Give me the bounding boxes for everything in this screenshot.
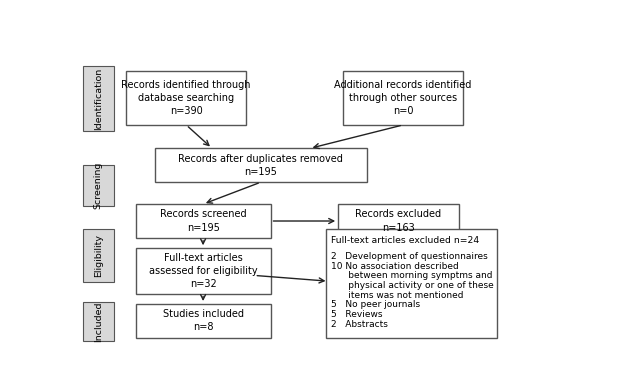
FancyBboxPatch shape: [136, 204, 271, 238]
Text: physical activity or one of these: physical activity or one of these: [331, 281, 494, 290]
Text: Records after duplicates removed
n=195: Records after duplicates removed n=195: [179, 154, 343, 177]
FancyBboxPatch shape: [83, 229, 114, 282]
Text: Records excluded
n=163: Records excluded n=163: [355, 210, 442, 233]
Text: 5   Reviews: 5 Reviews: [331, 310, 383, 319]
Text: Full-text articles excluded n=24: Full-text articles excluded n=24: [331, 236, 479, 245]
FancyBboxPatch shape: [326, 229, 497, 338]
Text: Additional records identified
through other sources
n=0: Additional records identified through ot…: [335, 80, 472, 116]
FancyBboxPatch shape: [343, 70, 463, 125]
FancyBboxPatch shape: [83, 303, 114, 341]
FancyBboxPatch shape: [338, 204, 458, 238]
Text: between morning symptms and: between morning symptms and: [331, 271, 493, 280]
Text: Included: Included: [94, 301, 103, 342]
FancyBboxPatch shape: [136, 248, 271, 294]
Text: Identification: Identification: [94, 67, 103, 130]
Text: 10 No association described: 10 No association described: [331, 262, 458, 271]
FancyBboxPatch shape: [83, 165, 114, 206]
Text: 2   Development of questionnaires: 2 Development of questionnaires: [331, 252, 488, 261]
Text: Screening: Screening: [94, 162, 103, 209]
FancyBboxPatch shape: [155, 148, 367, 182]
Text: 2   Abstracts: 2 Abstracts: [331, 320, 388, 329]
FancyBboxPatch shape: [83, 66, 114, 131]
Text: items was not mentioned: items was not mentioned: [331, 291, 463, 300]
Text: Records identified through
database searching
n=390: Records identified through database sear…: [121, 80, 251, 116]
Text: Studies included
n=8: Studies included n=8: [162, 309, 244, 332]
FancyBboxPatch shape: [136, 304, 271, 338]
Text: Eligibility: Eligibility: [94, 234, 103, 277]
Text: Records screened
n=195: Records screened n=195: [160, 210, 246, 233]
Text: 5   No peer journals: 5 No peer journals: [331, 300, 420, 309]
Text: Full-text articles
assessed for eligibility
n=32: Full-text articles assessed for eligibil…: [149, 253, 258, 289]
FancyBboxPatch shape: [126, 70, 246, 125]
